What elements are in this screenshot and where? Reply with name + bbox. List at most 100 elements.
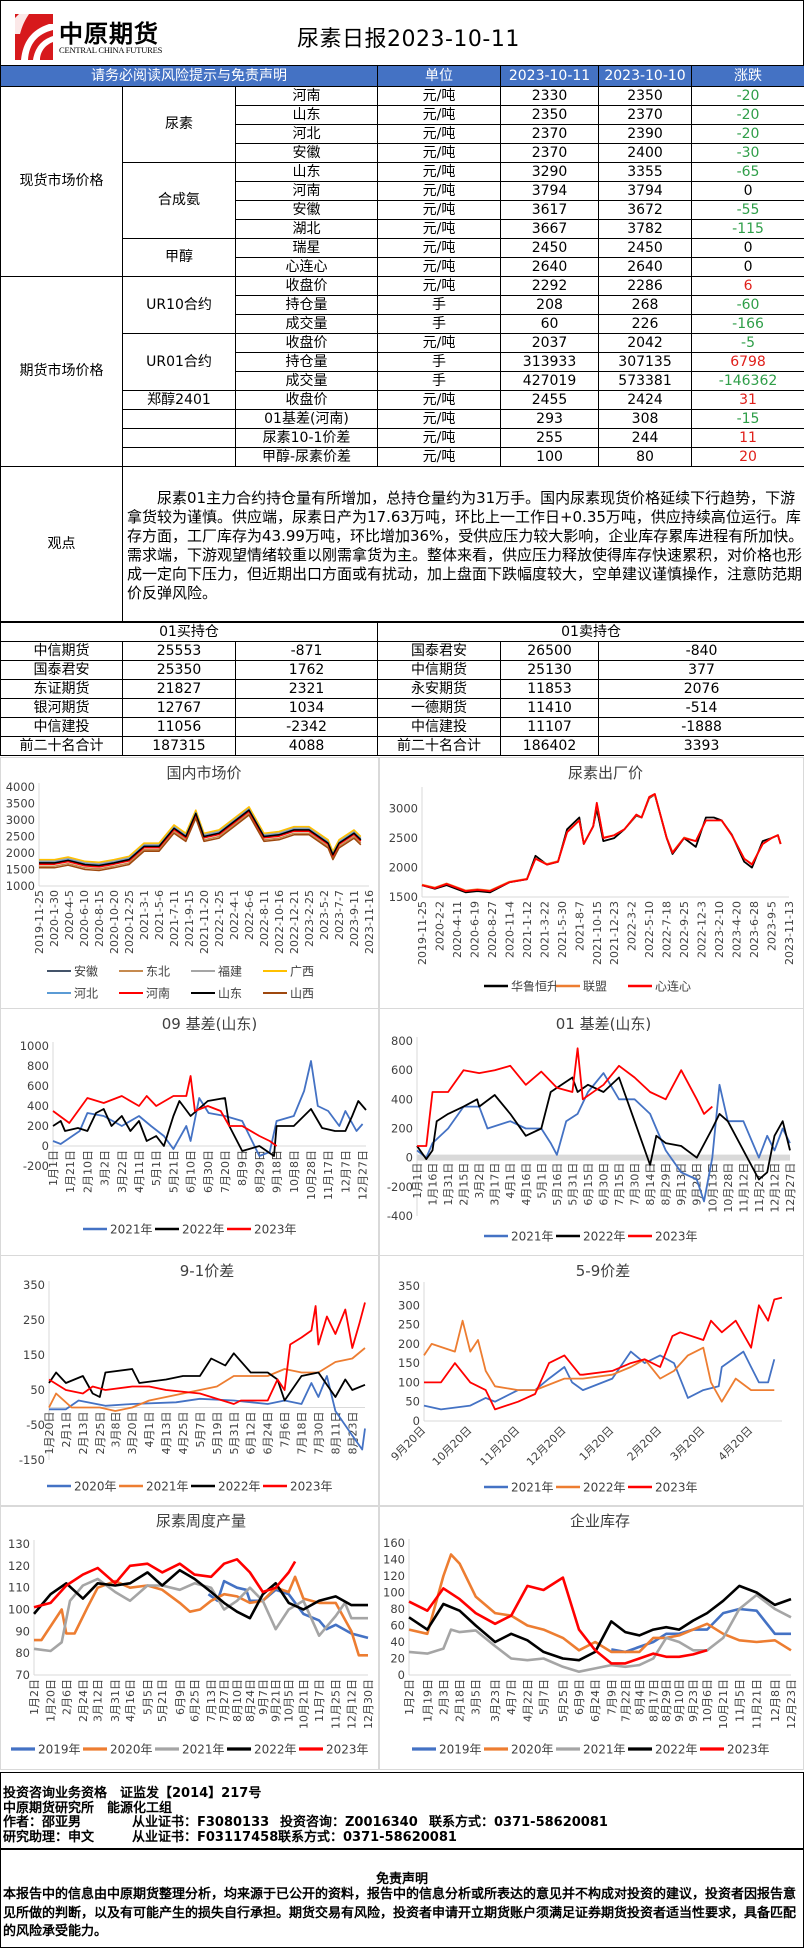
x-tick-label: 2023-9-5 bbox=[766, 901, 779, 951]
positions-header-row: 01买持仓 01卖持仓 bbox=[0, 622, 804, 642]
y-tick-label: 1500 bbox=[389, 890, 418, 904]
y-tick-label: 1000 bbox=[20, 1039, 49, 1053]
unit: 手 bbox=[377, 371, 502, 391]
group-label: 合成氨 bbox=[122, 162, 236, 239]
y-tick-label: 200 bbox=[398, 1337, 420, 1351]
author-contact: 联系方式：0371-58620081 bbox=[429, 1815, 608, 1830]
group-label bbox=[122, 428, 236, 448]
x-tick-label: 5月7日 bbox=[194, 1412, 207, 1448]
series-line-2023年 bbox=[417, 1047, 713, 1147]
x-tick-label: 2023-5-2 bbox=[318, 890, 331, 940]
y-tick-label: 110 bbox=[8, 1581, 30, 1595]
x-tick-label: 3月20日 bbox=[126, 1412, 139, 1455]
chart-svg: 国内市场价 1000 1500 2000 2500 3000 3500 4000 2019-11… bbox=[6, 764, 376, 1001]
value-previous: 3672 bbox=[598, 200, 693, 220]
header-date-current: 2023-10-11 bbox=[500, 65, 600, 87]
x-tick-label: 4月7日 bbox=[505, 1679, 518, 1715]
y-tick-label: -200 bbox=[23, 1159, 49, 1173]
x-tick-label: 12月30日 bbox=[362, 1679, 375, 1729]
y-tick-label: 250 bbox=[23, 1313, 45, 1327]
y-tick-label: 0 bbox=[398, 1668, 405, 1682]
sell-broker: 一德期货 bbox=[377, 698, 502, 718]
chart-panel: 5-9价差 0 50 100 150 200 250 300 350 9月20日 10月20日 11月… bbox=[378, 1255, 804, 1507]
series-line-2023年 bbox=[424, 1296, 783, 1411]
analyst-info: 投资咨询业务资格 证监发【2014】217号 中原期货研究所 能源化工组 作者：… bbox=[0, 1772, 804, 1850]
x-tick-label: 1月1日 bbox=[411, 1163, 424, 1199]
unit: 元/吨 bbox=[377, 276, 502, 296]
value-current: 100 bbox=[500, 447, 600, 467]
buy-broker: 中信建投 bbox=[0, 717, 123, 737]
series-line-2022年 bbox=[48, 1352, 366, 1402]
change-value: 6798 bbox=[691, 352, 804, 372]
buy-change: 4088 bbox=[234, 736, 379, 756]
x-tick-label: 2020-4-5 bbox=[63, 890, 76, 940]
y-tick-label: 600 bbox=[391, 1063, 413, 1077]
legend-label: 河南 bbox=[146, 986, 170, 1001]
department-text: 中原期货研究所 能源化工组 bbox=[3, 1801, 173, 1816]
y-tick-label: 150 bbox=[398, 1356, 420, 1370]
legend-label: 2022年 bbox=[655, 1743, 698, 1757]
x-tick-label: 4月22日 bbox=[521, 1679, 534, 1722]
x-tick-label: 7月20日 bbox=[219, 1150, 232, 1193]
x-tick-label: 8月17日 bbox=[647, 1679, 660, 1722]
y-tick-label: 3000 bbox=[6, 813, 35, 827]
buy-positions-title: 01买持仓 bbox=[0, 622, 379, 642]
x-tick-label: 1月2日 bbox=[403, 1679, 416, 1715]
logo-text-cn: 中原期货 bbox=[59, 19, 159, 48]
item-name: 山东 bbox=[234, 162, 379, 182]
y-tick-label: 400 bbox=[391, 1092, 413, 1106]
disclaimer: 免责声明 本报告中的信息由中原期货整理分析，均来源于已公开的资料，报告中的信息分… bbox=[0, 1848, 804, 1948]
item-name: 成交量 bbox=[234, 314, 379, 334]
x-tick-label: 3月8日 bbox=[109, 1412, 122, 1448]
header-change: 涨跌 bbox=[691, 65, 804, 87]
x-tick-label: 2021-3-1 bbox=[138, 890, 151, 940]
legend-label: 2023年 bbox=[655, 1481, 698, 1495]
group-label: UR01合约 bbox=[122, 333, 236, 391]
series-line-2020年 bbox=[49, 1375, 366, 1451]
y-tick-label: 3000 bbox=[389, 802, 418, 816]
series-line-2022年 bbox=[423, 1319, 775, 1403]
buy-volume: 21827 bbox=[122, 679, 236, 699]
x-tick-label: 12月20日 bbox=[524, 1424, 569, 1469]
change-value: -65 bbox=[691, 162, 804, 182]
disclaimer-title: 免责声明 bbox=[375, 1872, 428, 1887]
item-name: 瑞星 bbox=[234, 238, 379, 258]
y-tick-label: 80 bbox=[15, 1646, 30, 1660]
y-tick-label: 100 bbox=[8, 1603, 30, 1617]
change-value: 0 bbox=[691, 181, 804, 201]
value-previous: 226 bbox=[598, 314, 693, 334]
x-tick-label: 9月18日 bbox=[271, 1150, 284, 1193]
positions-row: 中信期货 25553 -871 国泰君安 26500 -840 bbox=[0, 641, 804, 661]
table-row: 心连心 元/吨 2640 2640 0 bbox=[1, 257, 804, 277]
item-name: 河北 bbox=[234, 124, 379, 144]
legend-label: 2020年 bbox=[110, 1743, 153, 1757]
unit: 元/吨 bbox=[377, 219, 502, 239]
legend-label: 2022年 bbox=[583, 1230, 626, 1244]
x-tick-label: 8月11日 bbox=[329, 1412, 342, 1455]
x-tick-label: 10月6日 bbox=[701, 1679, 714, 1722]
unit: 元/吨 bbox=[377, 333, 502, 353]
x-tick-label: 12月12日 bbox=[768, 1163, 781, 1213]
x-tick-label: 11月21日 bbox=[751, 1679, 764, 1729]
sell-broker: 中信期货 bbox=[377, 660, 502, 680]
unit: 元/吨 bbox=[377, 409, 502, 429]
x-tick-label: 9月20日 bbox=[389, 1424, 429, 1464]
table-row: 河北 元/吨 2370 2390 -20 bbox=[1, 124, 804, 144]
risk-notice-link[interactable]: 请务必阅读风险提示与免责声明 bbox=[0, 65, 379, 87]
series-line-2022年 bbox=[33, 1568, 368, 1620]
legend-label: 2020年 bbox=[511, 1743, 554, 1757]
item-name: 河南 bbox=[234, 181, 379, 201]
value-current: 427019 bbox=[500, 371, 600, 391]
y-tick-label: 120 bbox=[383, 1569, 405, 1583]
x-tick-label: 2月10日 bbox=[81, 1150, 94, 1193]
x-tick-label: 10月20日 bbox=[430, 1424, 475, 1469]
x-tick-label: 5月25日 bbox=[557, 1679, 570, 1722]
series-line-2021年 bbox=[48, 1347, 366, 1412]
x-tick-label: 11月7日 bbox=[313, 1679, 326, 1722]
x-tick-label: 2月3日 bbox=[437, 1679, 450, 1715]
x-tick-label: 7月6日 bbox=[279, 1412, 292, 1448]
value-previous: 308 bbox=[598, 409, 693, 429]
legend-label: 2021年 bbox=[146, 1480, 189, 1494]
positions-table: 01买持仓 01卖持仓 中信期货 25553 -871 国泰君安 26500 -840 国泰… bbox=[0, 622, 804, 756]
